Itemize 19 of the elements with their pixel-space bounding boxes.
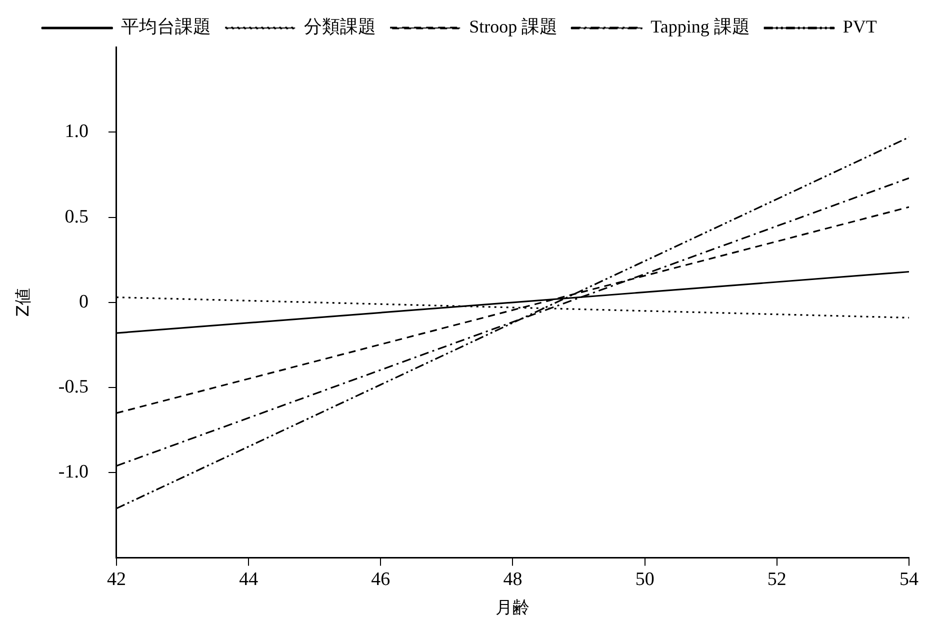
x-tick-label: 54 (900, 569, 919, 590)
y-tick-label: -1.0 (58, 462, 88, 483)
x-tick-label: 42 (106, 569, 126, 590)
y-tick-label: -0.5 (58, 376, 88, 398)
y-axis-title: Z値 (14, 288, 34, 317)
x-tick-label: 52 (767, 569, 786, 590)
legend-label: PVT (842, 16, 877, 37)
legend-label: 分類課題 (304, 16, 376, 37)
y-tick-label: 0 (78, 291, 88, 312)
y-tick-label: 0.5 (64, 206, 88, 228)
legend-label: Stroop 課題 (469, 16, 558, 37)
x-tick-label: 44 (239, 569, 259, 590)
legend-label: Tapping 課題 (650, 16, 750, 37)
x-tick-label: 46 (371, 569, 390, 590)
legend-label: 平均台課題 (121, 16, 212, 37)
x-axis-title: 月齢 (496, 598, 530, 618)
x-tick-label: 48 (503, 569, 522, 590)
y-tick-label: 1.0 (64, 121, 88, 142)
x-tick-label: 50 (635, 569, 654, 590)
